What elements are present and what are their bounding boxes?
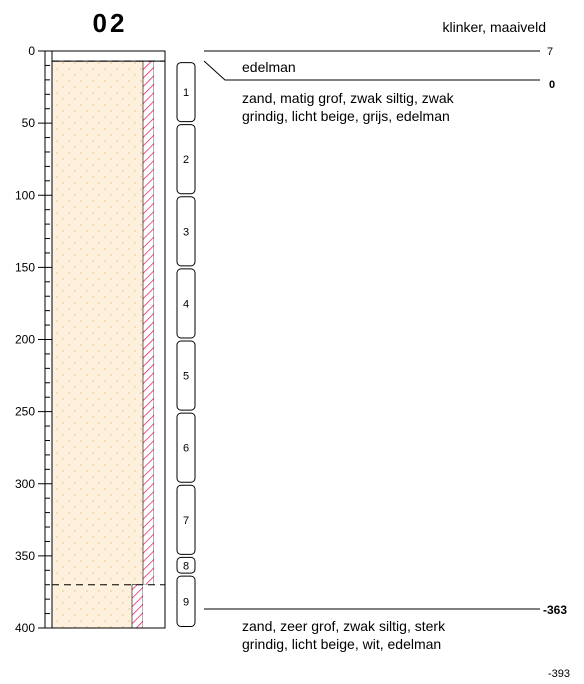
sample-label: 6	[183, 443, 189, 455]
sample-interval	[176, 62, 196, 123]
axis-tick-label: 400	[15, 621, 35, 635]
description-line-4: grindig, licht beige, wit, edelman	[242, 636, 441, 652]
layer-topsoil	[52, 51, 165, 62]
sample-interval	[176, 268, 196, 339]
axis-tick-label: 200	[15, 333, 35, 347]
lithology-column	[51, 50, 166, 629]
sample-label: 2	[183, 154, 189, 166]
top-boundary-line	[203, 60, 540, 81]
description-line-3: zand, zeer grof, zwak siltig, sterk	[242, 618, 446, 634]
sample-label: 8	[183, 560, 189, 572]
sample-label: 5	[183, 371, 189, 383]
sample-label: 1	[183, 87, 189, 99]
sample-interval	[176, 340, 196, 411]
level-label-top: 7	[547, 46, 553, 58]
gravel-band	[131, 584, 144, 629]
gravel-band	[142, 60, 155, 586]
sample-label: 7	[183, 515, 189, 527]
sample-label: 9	[183, 596, 189, 608]
axis-tick-label: 300	[15, 477, 35, 491]
sample-interval	[176, 196, 196, 267]
surface-label: klinker, maaiveld	[443, 19, 547, 35]
borehole-id: 02	[93, 8, 128, 38]
description-edelman: edelman	[242, 59, 296, 75]
axis-tick-label: 100	[15, 188, 35, 202]
sample-label: 3	[183, 226, 189, 238]
column-blank-strip	[143, 584, 165, 628]
sample-label: 4	[183, 298, 189, 310]
column-blank-strip	[154, 61, 165, 585]
column-outline	[51, 50, 166, 629]
layer-descriptions: edelman zand, matig grof, zwak siltig, z…	[203, 46, 570, 680]
level-label-boundary: -363	[543, 603, 567, 617]
description-line-2: grindig, licht beige, grijs, edelman	[242, 108, 450, 124]
sample-interval	[176, 556, 196, 574]
axis-tick-label: 0	[28, 44, 35, 58]
axis-tick-label: 150	[15, 260, 35, 274]
depth-axis: 0 50 100 150 200 250 300 350 400	[15, 44, 52, 635]
level-label-zero: 0	[549, 79, 555, 91]
axis-tick-label: 250	[15, 405, 35, 419]
sample-interval	[176, 124, 196, 195]
axis-tick-label: 350	[15, 549, 35, 563]
sample-interval	[176, 412, 196, 483]
description-line-1: zand, matig grof, zwak siltig, zwak	[242, 90, 455, 106]
sample-interval	[176, 575, 196, 628]
level-label-bottom: -393	[548, 668, 570, 680]
sample-interval	[176, 484, 196, 555]
axis-tick-label: 50	[22, 116, 36, 130]
sample-intervals: 1 2 3 4 5 6 7 8 9	[176, 62, 196, 628]
